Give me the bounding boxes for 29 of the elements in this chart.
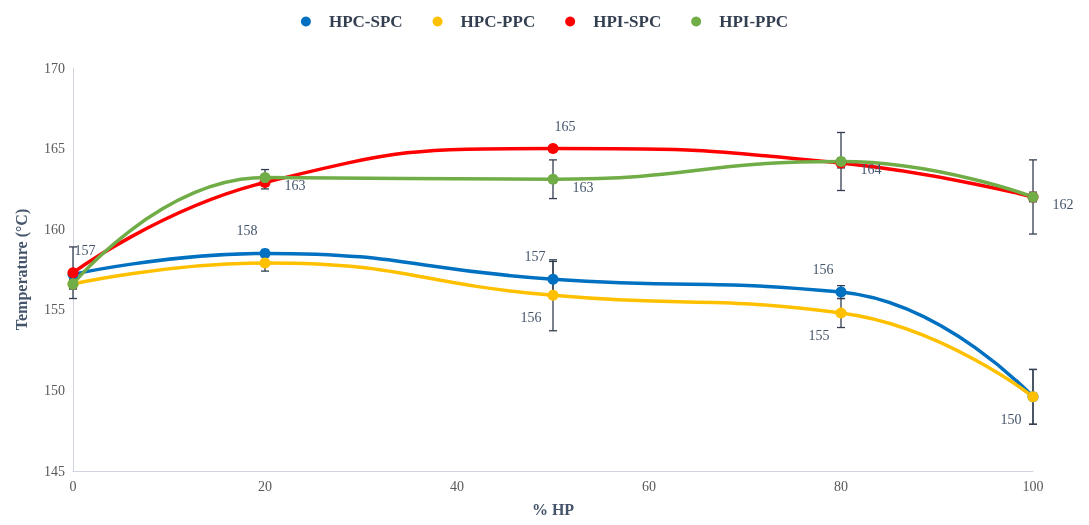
data-label: 165 [554, 118, 576, 134]
y-axis-title: Temperature (°C) [12, 208, 31, 331]
x-tick-label: 80 [834, 478, 848, 494]
data-label: 156 [520, 310, 542, 326]
x-axis-title: % HP [531, 500, 575, 518]
data-label: 156 [812, 262, 834, 278]
y-tick-label: 150 [44, 382, 65, 398]
legend-label: HPC-PPC [460, 12, 536, 31]
data-label: 158 [236, 223, 258, 239]
legend-label: HPI-SPC [593, 12, 662, 31]
x-tick-label: 40 [450, 478, 464, 494]
x-tick-label: 20 [258, 478, 272, 494]
legend-label: HPI-PPC [719, 12, 789, 31]
data-label: 162 [1052, 197, 1074, 213]
data-label: 157 [524, 249, 546, 265]
x-tick-label: 60 [642, 478, 656, 494]
data-label: 155 [808, 328, 830, 344]
x-tick-label: 100 [1022, 478, 1044, 494]
y-tick-label: 155 [44, 302, 65, 318]
legend-label: HPC-SPC [328, 12, 403, 31]
data-label: 157 [74, 242, 96, 258]
data-label: 150 [1000, 411, 1022, 427]
y-tick-label: 165 [44, 141, 65, 157]
data-label: 163 [284, 178, 306, 194]
x-tick-label: 0 [69, 478, 77, 494]
y-tick-label: 160 [44, 221, 65, 237]
y-tick-label: 170 [44, 60, 65, 76]
y-tick-label: 145 [44, 463, 65, 479]
data-label: 163 [572, 179, 594, 195]
